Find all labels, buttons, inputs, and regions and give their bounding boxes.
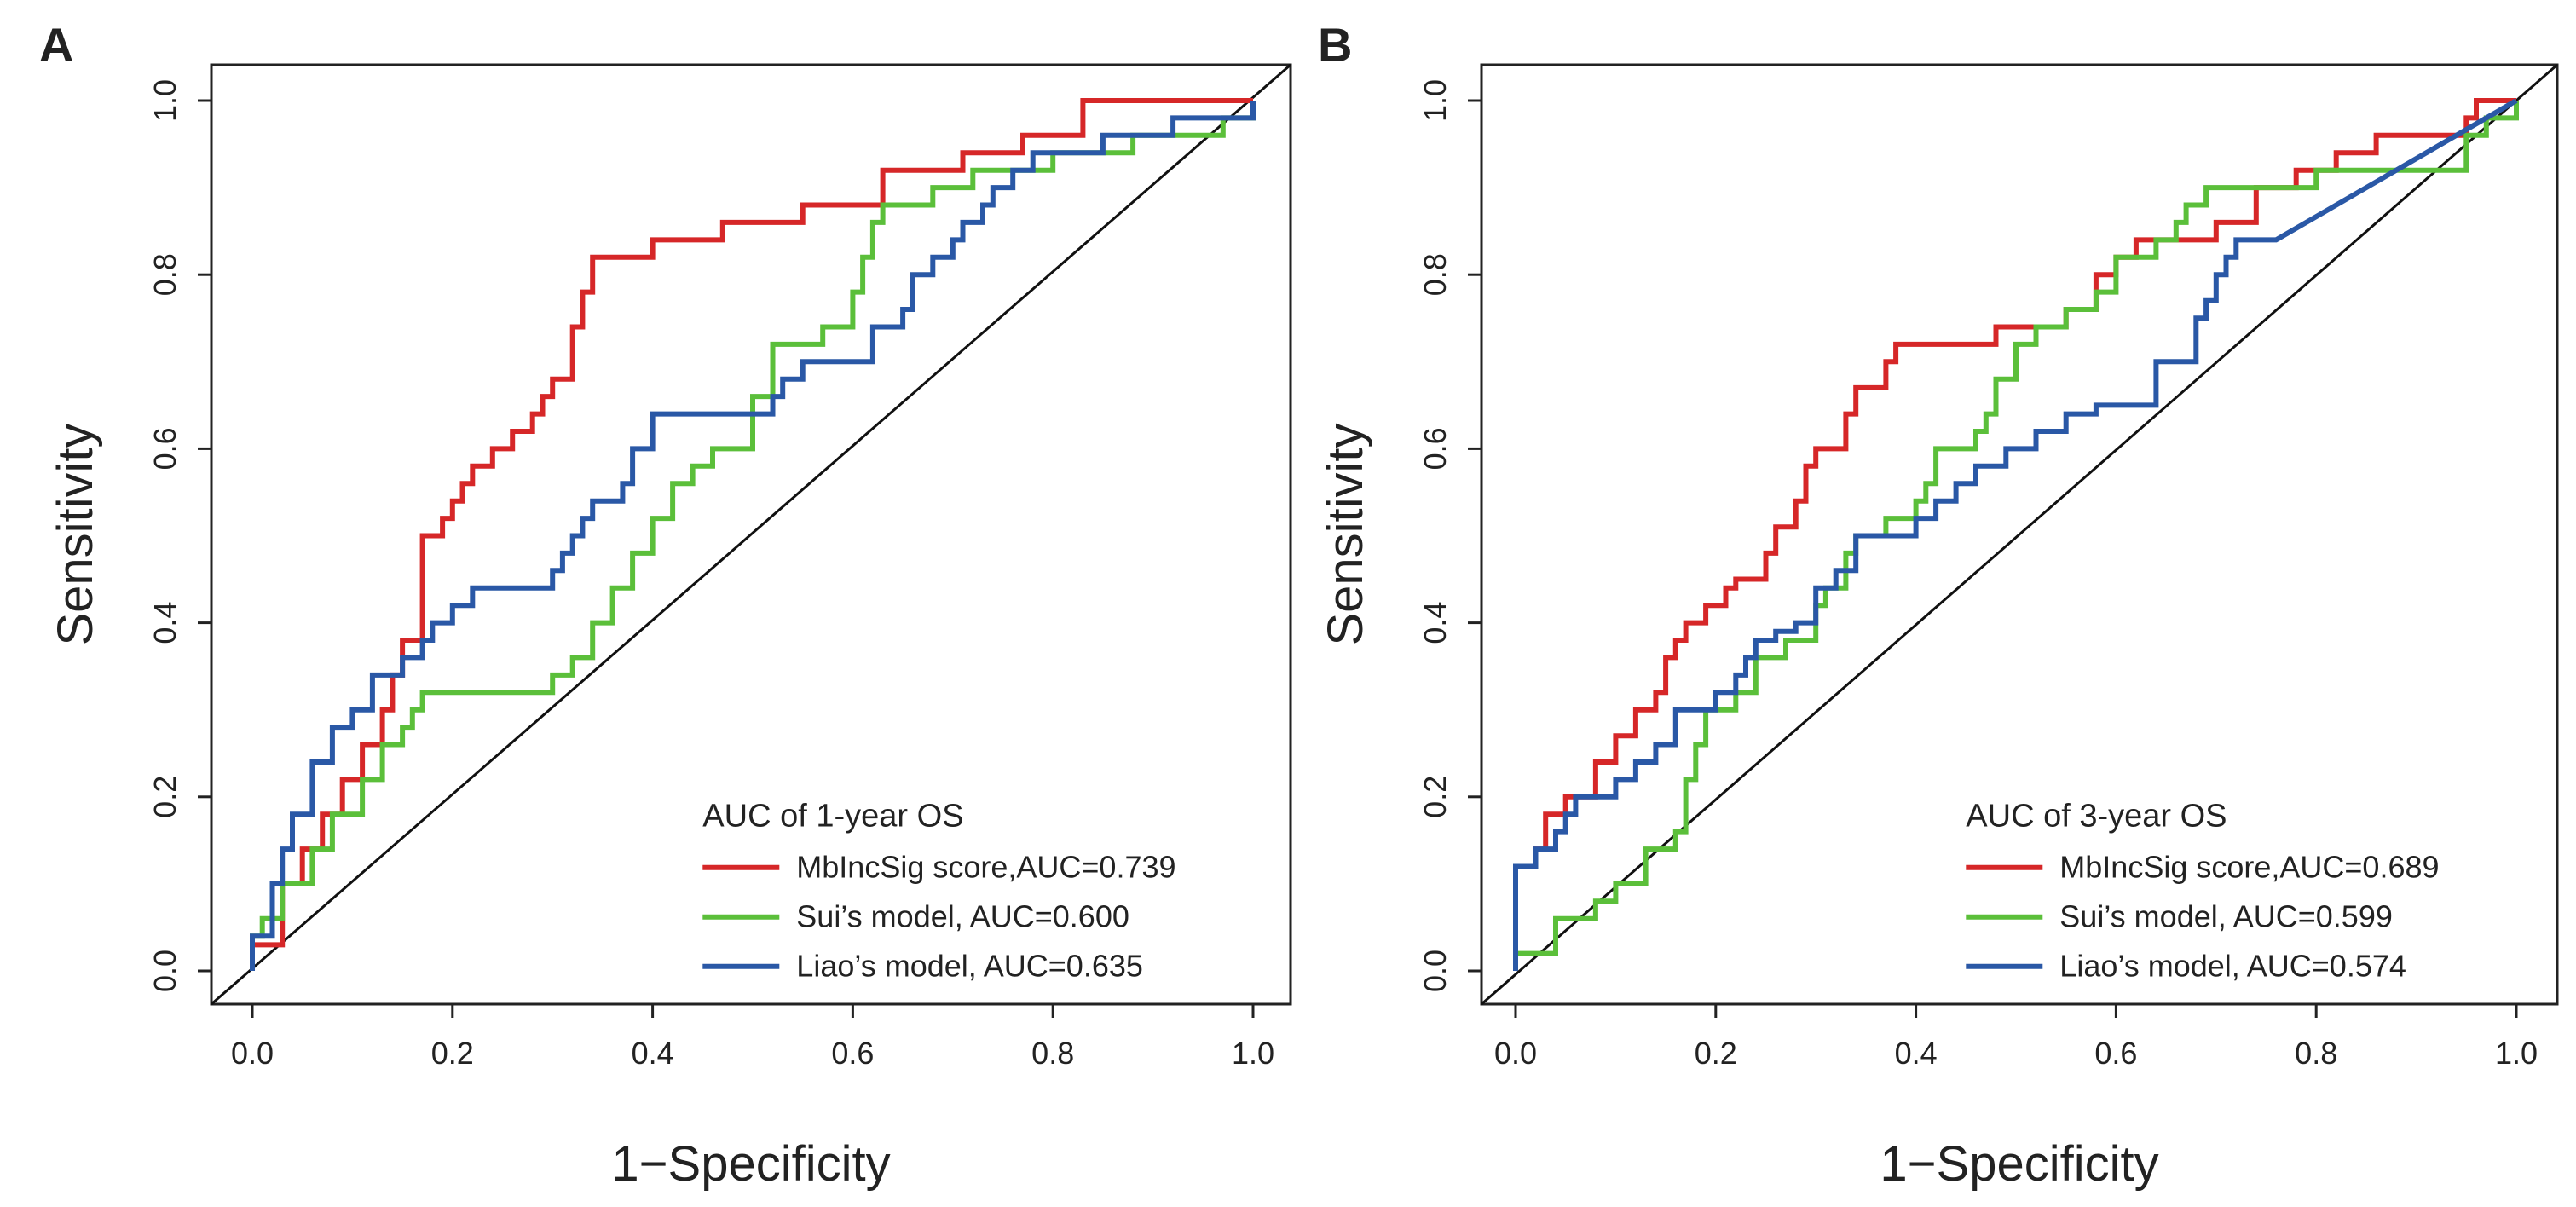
roc-curve-liao-s-model: [250, 101, 1256, 971]
y-tick-label: 0.4: [147, 602, 182, 644]
x-tick-label: 0.4: [1895, 1036, 1938, 1071]
x-axis-title: 1−Specificity: [1880, 1136, 2158, 1192]
x-tick-label: 1.0: [1232, 1036, 1274, 1071]
x-tick-label: 0.4: [632, 1036, 674, 1071]
legend-title: AUC of 1-year OS: [702, 799, 963, 835]
x-tick-label: 0.6: [831, 1036, 874, 1071]
roc-curve-sui-s-model: [250, 101, 1256, 971]
y-tick-label: 1.0: [147, 79, 182, 122]
x-tick-label: 0.2: [1695, 1036, 1737, 1071]
y-tick-label: 0.2: [147, 776, 182, 818]
x-tick-label: 0.8: [2295, 1036, 2337, 1071]
panel-letter: A: [39, 18, 73, 72]
y-tick-label: 0.6: [1418, 427, 1453, 470]
panel-letter: B: [1318, 18, 1352, 72]
legend: AUC of 3-year OS MbIncSig score,AUC=0.689…: [1966, 799, 2440, 984]
legend-entry: MbIncSig score,AUC=0.739: [796, 850, 1175, 885]
roc-curve-sui-s-model: [1513, 101, 2519, 971]
y-tick-label: 0.2: [1418, 776, 1453, 818]
y-tick-label: 0.8: [147, 253, 182, 296]
y-axis-title: Sensitivity: [1318, 423, 1373, 645]
plot-frame: [1480, 63, 2559, 1006]
legend-title: AUC of 3-year OS: [1966, 799, 2227, 835]
plot-frame: [210, 63, 1292, 1006]
roc-curve-mbincsig-score: [250, 98, 1253, 971]
x-tick-label: 1.0: [2495, 1036, 2538, 1071]
roc-curve-liao-s-model: [1513, 98, 2518, 971]
x-tick-label: 0.8: [1031, 1036, 1074, 1071]
y-tick-label: 0.6: [147, 427, 182, 470]
legend-entry: Liao’s model, AUC=0.574: [2059, 949, 2406, 984]
roc-panel-a: A 0.0 0.2 0.4 0.6 0.8 1.0 0.0 0.2 0.4 0.6 0.8 1.0 1−S…: [39, 18, 1292, 1192]
y-tick-label: 0.0: [1418, 950, 1453, 992]
roc-panel-b: B 0.0 0.2 0.4 0.6 0.8 1.0 0.0 0.2 0.4 0.6 0.8 1.0 1−S…: [1318, 18, 2559, 1192]
x-tick-label: 0.0: [1494, 1036, 1537, 1071]
y-tick-label: 0.8: [1418, 253, 1453, 296]
y-axis-title: Sensitivity: [48, 423, 103, 645]
legend: AUC of 1-year OS MbIncSig score,AUC=0.739…: [702, 799, 1176, 984]
legend-entry: Liao’s model, AUC=0.635: [796, 949, 1143, 984]
x-tick-label: 0.0: [231, 1036, 274, 1071]
x-axis-title: 1−Specificity: [611, 1136, 890, 1192]
legend-entry: Sui’s model, AUC=0.600: [796, 899, 1129, 934]
y-tick-label: 1.0: [1418, 79, 1453, 122]
roc-curve-mbincsig-score: [1513, 98, 2516, 971]
y-tick-label: 0.0: [147, 950, 182, 992]
x-tick-label: 0.2: [431, 1036, 474, 1071]
legend-entry: Sui’s model, AUC=0.599: [2059, 899, 2393, 934]
y-tick-label: 0.4: [1418, 602, 1453, 644]
reference-diagonal: [211, 63, 1291, 1006]
legend-entry: MbIncSig score,AUC=0.689: [2059, 850, 2439, 885]
x-tick-label: 0.6: [2094, 1036, 2137, 1071]
